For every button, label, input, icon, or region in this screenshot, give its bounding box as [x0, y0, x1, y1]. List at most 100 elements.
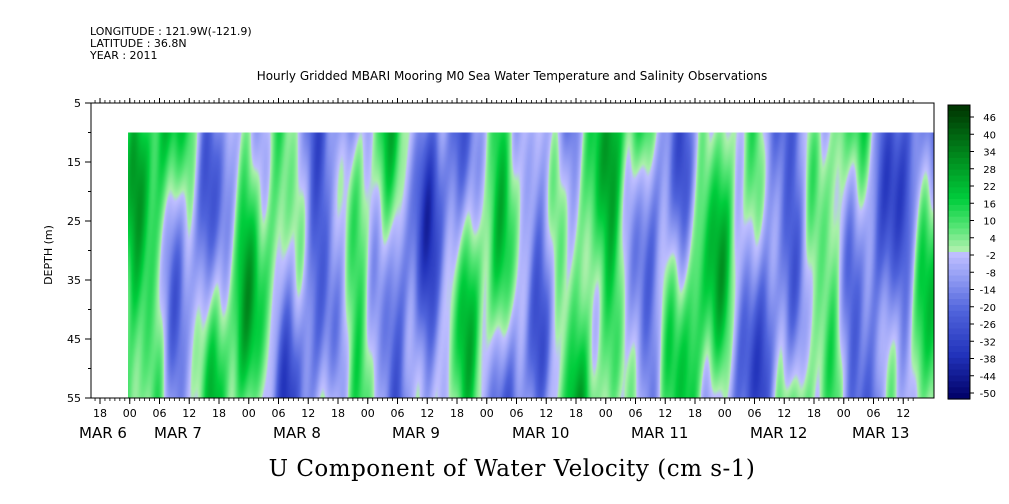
x-hour-label-8: 18	[331, 407, 345, 420]
colorbar-label-46: 46	[983, 113, 996, 124]
colorbar-label-22: 22	[983, 182, 996, 193]
x-hour-label-18: 06	[629, 407, 643, 420]
colorbar-swatch	[948, 140, 970, 147]
x-hour-label-13: 00	[480, 407, 494, 420]
x-hour-label-7: 12	[301, 407, 315, 420]
x-date-label-6: MAR 12	[750, 424, 807, 442]
x-date-label-7: MAR 13	[852, 424, 909, 442]
colorbar-label--20: -20	[980, 303, 996, 314]
colorbar-label--38: -38	[980, 355, 996, 366]
y-axis: 5 15 25 35 45 55	[67, 97, 91, 405]
colorbar-swatch	[948, 281, 970, 288]
colorbar-swatch	[948, 193, 970, 200]
x-hour-label-22: 06	[748, 407, 762, 420]
colorbar-swatch	[948, 346, 970, 353]
colorbar-swatch	[948, 122, 970, 130]
heatmap-layer	[128, 132, 934, 399]
colorbar-swatch	[948, 322, 970, 330]
colorbar-swatch	[948, 105, 970, 112]
colorbar-swatch	[948, 157, 970, 165]
colorbar-label--50: -50	[980, 389, 996, 400]
colorbar-label--8: -8	[986, 268, 996, 279]
colorbar-swatch	[948, 304, 970, 312]
colorbar-swatch	[948, 363, 970, 371]
colorbar-label--32: -32	[980, 337, 996, 348]
x-hour-label-26: 06	[867, 407, 881, 420]
colorbar-label-4: 4	[990, 234, 996, 245]
x-hour-label-25: 00	[837, 407, 851, 420]
x-date-label-4: MAR 10	[512, 424, 569, 442]
x-hour-label-0: 18	[93, 407, 107, 420]
colorbar-swatch	[948, 252, 970, 259]
colorbar-swatch	[948, 210, 970, 218]
colorbar-swatch	[948, 263, 970, 271]
x-hour-label-27: 12	[896, 407, 910, 420]
colorbar-swatch	[948, 381, 970, 388]
colorbar-swatch	[948, 169, 970, 177]
x-hour-label-3: 12	[182, 407, 196, 420]
colorbar-label--44: -44	[980, 372, 996, 383]
colorbar-swatch	[948, 299, 970, 306]
y-axis-label: DEPTH (m)	[42, 225, 55, 285]
colorbar-swatch	[948, 128, 970, 135]
colorbar-swatch	[948, 216, 970, 224]
colorbar-swatch	[948, 334, 970, 341]
colorbar-swatch	[948, 316, 970, 324]
colorbar-swatch	[948, 240, 970, 247]
x-hour-label-14: 06	[510, 407, 524, 420]
colorbar-swatch	[948, 310, 970, 318]
x-hour-label-20: 18	[688, 407, 702, 420]
x-hour-label-2: 06	[153, 407, 167, 420]
colorbar-swatch	[948, 116, 970, 124]
colorbar-swatch	[948, 234, 970, 241]
y-tick-label-55: 55	[67, 392, 81, 405]
latitude-label: LATITUDE : 36.8N	[90, 37, 187, 50]
colorbar-swatch	[948, 293, 970, 300]
colorbar-swatch	[948, 228, 970, 235]
colorbar-swatch	[948, 187, 970, 194]
colorbar-swatch	[948, 387, 970, 394]
heatmap-image	[128, 132, 934, 399]
colorbar-swatch	[948, 146, 970, 153]
chart-title: Hourly Gridded MBARI Mooring M0 Sea Wate…	[257, 69, 768, 83]
colorbar-label-40: 40	[983, 130, 996, 141]
colorbar-swatch	[948, 152, 970, 159]
colorbar-label--26: -26	[980, 320, 996, 331]
x-axis: 18 00 06 12 18 00 06 12 18 00 06 12 18 00 06 12 18 00 06 12…	[79, 98, 914, 442]
x-hour-label-1: 00	[123, 407, 137, 420]
year-label: YEAR : 2011	[89, 49, 158, 62]
colorbar-swatch	[948, 199, 970, 206]
colorbar-swatch	[948, 369, 970, 377]
x-date-label-0: MAR 6	[79, 424, 127, 442]
x-date-label-1: MAR 7	[154, 424, 202, 442]
x-hour-label-4: 18	[212, 407, 226, 420]
colorbar-swatch	[948, 375, 970, 382]
x-date-label-5: MAR 11	[631, 424, 688, 442]
colorbar-swatch	[948, 175, 970, 183]
x-date-label-2: MAR 8	[273, 424, 321, 442]
colorbar-swatch	[948, 163, 970, 171]
colorbar-label-16: 16	[983, 199, 996, 210]
y-tick-label-15: 15	[67, 156, 81, 169]
colorbar-swatch	[948, 357, 970, 365]
x-hour-label-23: 12	[777, 407, 791, 420]
x-hour-label-17: 00	[599, 407, 613, 420]
colorbar-swatch	[948, 222, 970, 230]
x-axis-label: U Component of Water Velocity (cm s-1)	[269, 456, 756, 482]
y-tick-label-35: 35	[67, 274, 81, 287]
x-hour-label-24: 18	[807, 407, 821, 420]
colorbar-swatch	[948, 246, 970, 253]
colorbar-swatch	[948, 257, 970, 265]
x-hour-label-5: 00	[242, 407, 256, 420]
colorbar-label--14: -14	[980, 286, 996, 297]
colorbar-swatch	[948, 134, 970, 141]
colorbar-swatch	[948, 275, 970, 282]
colorbar-swatch	[948, 287, 970, 294]
x-hour-label-19: 12	[658, 407, 672, 420]
y-tick-label-5: 5	[74, 97, 81, 110]
x-hour-label-6: 06	[272, 407, 286, 420]
y-tick-label-25: 25	[67, 215, 81, 228]
colorbar-label-34: 34	[983, 148, 996, 159]
